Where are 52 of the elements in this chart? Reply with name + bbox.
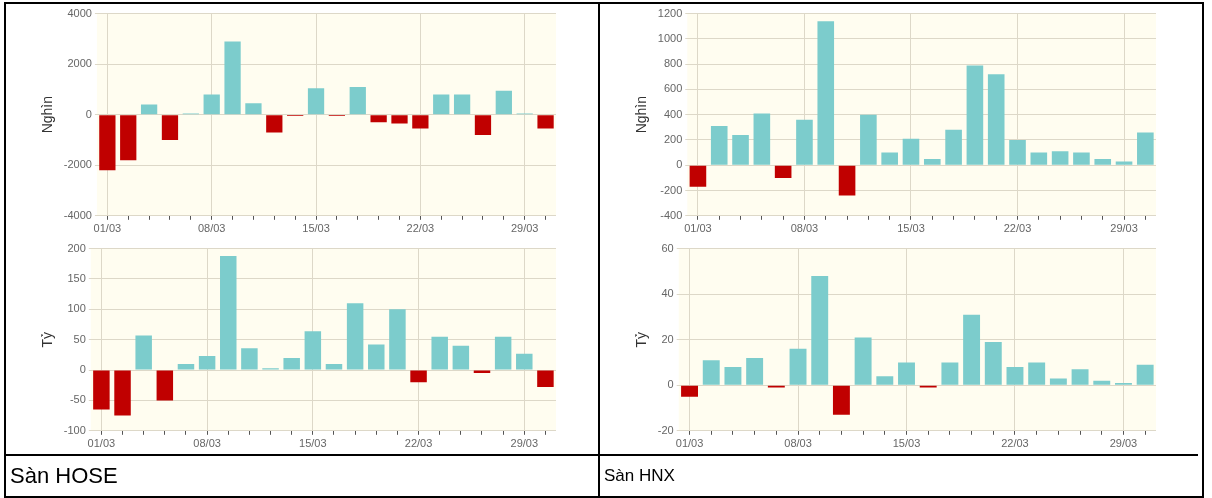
y-tick-label: 1200 bbox=[657, 6, 683, 19]
y-tick-label: 40 bbox=[661, 287, 674, 300]
x-tick-label: 29/03 bbox=[1109, 437, 1138, 450]
y-tick-label: -50 bbox=[69, 393, 86, 406]
x-tick-label: 29/03 bbox=[510, 222, 539, 235]
x-tick-label: 22/03 bbox=[1003, 222, 1032, 235]
y-axis-title: Tỷ bbox=[39, 331, 56, 348]
x-tick-label: 01/03 bbox=[684, 222, 712, 235]
y-tick-label: 4000 bbox=[67, 6, 92, 19]
y-tick-label: 150 bbox=[67, 272, 86, 284]
x-tick-label: 08/03 bbox=[790, 222, 819, 235]
x-tick-label: 22/03 bbox=[1001, 437, 1029, 450]
y-tick-label: 20 bbox=[661, 332, 674, 345]
y-tick-label: 60 bbox=[661, 241, 674, 254]
x-tick-label: 22/03 bbox=[406, 222, 435, 235]
x-tick-label: 15/03 bbox=[897, 222, 925, 235]
y-tick-label: 400 bbox=[663, 107, 683, 120]
x-tick-label: 08/03 bbox=[197, 222, 226, 235]
y-axis-title: Tỷ bbox=[633, 331, 650, 348]
x-tick-label: 08/03 bbox=[784, 437, 812, 450]
y-tick-label: 600 bbox=[663, 82, 683, 95]
y-tick-label: 0 bbox=[667, 378, 674, 391]
y-axis-title: Nghìn bbox=[39, 96, 56, 134]
y-tick-label: 0 bbox=[85, 107, 92, 120]
y-tick-label: 0 bbox=[79, 363, 86, 376]
y-tick-label: 200 bbox=[663, 133, 683, 146]
x-tick-label: 01/03 bbox=[675, 437, 704, 450]
x-tick-label: 01/03 bbox=[87, 437, 116, 450]
y-tick-label: -20 bbox=[657, 423, 674, 436]
text: Sàn HOSE bbox=[10, 463, 118, 489]
y-tick-label: -100 bbox=[63, 423, 86, 436]
x-tick-label: 15/03 bbox=[892, 437, 921, 450]
y-tick-label: 50 bbox=[73, 332, 86, 345]
x-tick-label: 29/03 bbox=[1110, 222, 1138, 235]
y-tick-label: -2000 bbox=[63, 158, 92, 171]
y-tick-label: 200 bbox=[67, 241, 86, 254]
y-tick-label: 0 bbox=[676, 158, 683, 171]
y-tick-label: 2000 bbox=[67, 57, 92, 70]
x-tick-label: 08/03 bbox=[193, 437, 221, 450]
x-tick-label: 29/03 bbox=[510, 437, 539, 450]
y-tick-label: -400 bbox=[660, 208, 683, 221]
x-tick-label: 15/03 bbox=[302, 222, 330, 235]
y-tick-label: -200 bbox=[660, 183, 683, 196]
y-tick-label: 100 bbox=[67, 302, 86, 315]
x-tick-label: 15/03 bbox=[299, 437, 327, 450]
y-axis-title: Nghìn bbox=[633, 96, 650, 134]
x-tick-label: 22/03 bbox=[404, 437, 433, 450]
text: Sàn HNX bbox=[604, 466, 675, 486]
y-tick-label: 800 bbox=[663, 57, 683, 70]
x-tick-label: 01/03 bbox=[93, 222, 122, 235]
y-tick-label: -4000 bbox=[63, 208, 92, 221]
y-tick-label: 1000 bbox=[657, 31, 683, 44]
